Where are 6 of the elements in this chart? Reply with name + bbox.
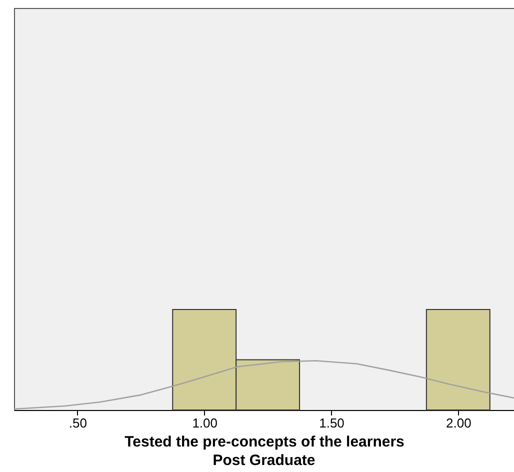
x-tick-label: .50 — [68, 416, 87, 430]
x-axis-title: Tested the pre-concepts of the learners — [124, 434, 404, 450]
x-tick-label: 2.00 — [446, 416, 472, 430]
x-tick-label: 1.00 — [192, 416, 218, 430]
text: Post Graduate — [212, 452, 316, 469]
x-tick-label: 1.50 — [319, 416, 344, 430]
